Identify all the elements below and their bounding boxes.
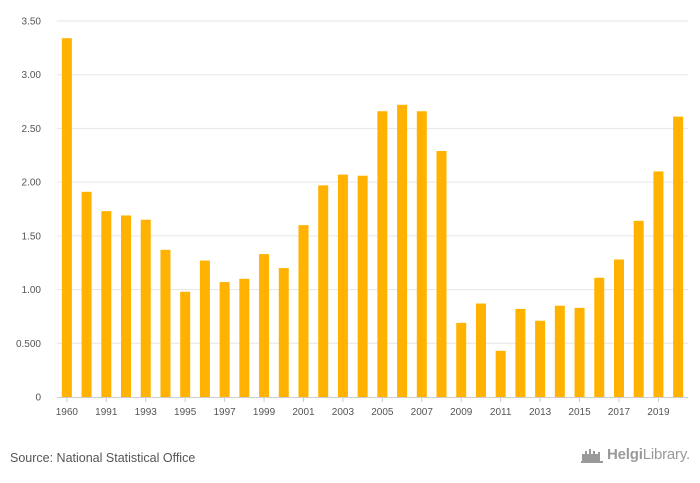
x-tick-label: 2007 xyxy=(411,407,434,418)
helgilibrary-logo: HelgiLibrary. xyxy=(581,446,690,463)
bar-2000 xyxy=(278,268,289,397)
bar-2007 xyxy=(416,111,427,398)
bar-1998 xyxy=(239,278,250,397)
y-tick-label: 0.500 xyxy=(16,339,41,350)
bar-1960 xyxy=(61,38,72,398)
bar-1990 xyxy=(81,191,92,397)
y-tick-label: 2.50 xyxy=(22,124,42,135)
library-building-icon xyxy=(581,448,603,463)
bar-2020 xyxy=(673,116,684,398)
bar-2018 xyxy=(633,220,644,397)
bar-chart: 0 0.500 1.00 1.50 2.00 2.50 3.00 3.50 1960 1991 19… xyxy=(16,17,688,418)
bar-1995 xyxy=(180,291,191,397)
x-tick-label: 2001 xyxy=(292,407,315,418)
bar-1999 xyxy=(259,254,270,397)
bar-2004 xyxy=(357,175,368,397)
logo-text: HelgiLibrary. xyxy=(607,446,690,463)
x-tick-label: 2013 xyxy=(529,407,552,418)
bar-2015 xyxy=(574,307,585,397)
x-tick-label: 1999 xyxy=(253,407,276,418)
y-tick-label: 2.00 xyxy=(22,178,42,189)
bar-2012 xyxy=(515,308,526,397)
x-tick-label: 2011 xyxy=(490,407,512,418)
y-tick-label: 3.00 xyxy=(22,70,42,81)
x-tick-label: 2015 xyxy=(568,407,591,418)
y-tick-label: 1.00 xyxy=(22,285,42,296)
bar-1994 xyxy=(160,249,171,397)
bar-2019 xyxy=(653,171,664,397)
bar-2009 xyxy=(456,322,467,397)
bar-2003 xyxy=(337,174,348,397)
bar-1993 xyxy=(140,219,151,397)
bar-2010 xyxy=(475,303,486,397)
x-tick-label: 2019 xyxy=(647,407,670,418)
bar-2001 xyxy=(298,225,309,397)
x-tick-label: 1991 xyxy=(95,407,118,418)
bar-1992 xyxy=(121,215,132,397)
y-tick-label: 0 xyxy=(35,393,41,404)
x-tick-label: 2009 xyxy=(450,407,473,418)
x-tick-label: 2003 xyxy=(332,407,355,418)
x-tick-label: 1997 xyxy=(213,407,236,418)
y-tick-label: 3.50 xyxy=(22,17,42,28)
bar-2017 xyxy=(613,259,624,397)
bar-2013 xyxy=(535,320,546,397)
bar-2014 xyxy=(554,305,565,397)
bar-2011 xyxy=(495,350,506,397)
x-tick-label: 1960 xyxy=(56,407,79,418)
x-tick-label: 1995 xyxy=(174,407,197,418)
bar-2016 xyxy=(594,277,605,397)
x-tick-label: 2005 xyxy=(371,407,394,418)
bar-1997 xyxy=(219,282,230,397)
y-tick-label: 1.50 xyxy=(22,231,42,242)
bar-2002 xyxy=(318,185,329,397)
source-note: Source: National Statistical Office xyxy=(10,451,196,465)
x-tick-label: 2017 xyxy=(608,407,631,418)
bar-2005 xyxy=(377,111,388,398)
bar-1991 xyxy=(101,211,112,397)
bar-1996 xyxy=(199,260,210,397)
x-tick-label: 1993 xyxy=(135,407,158,418)
bar-2006 xyxy=(397,104,408,398)
bar-2008 xyxy=(436,150,447,397)
